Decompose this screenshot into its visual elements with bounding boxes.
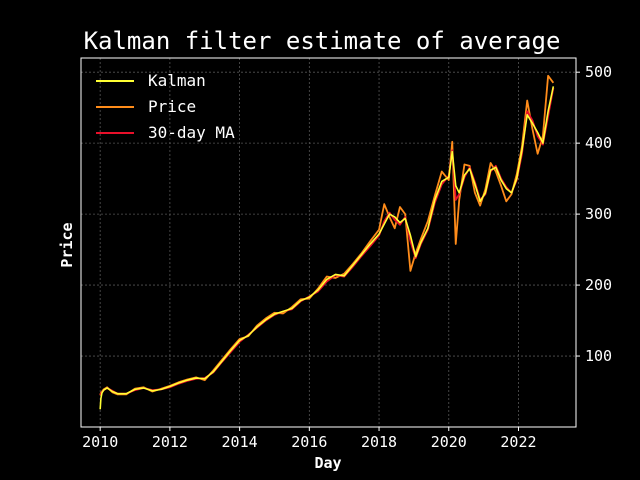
x-tick-label: 2022 (500, 433, 536, 451)
x-tick-label: 2018 (361, 433, 397, 451)
chart-title: Kalman filter estimate of average (84, 27, 561, 55)
x-tick-label: 2014 (222, 433, 258, 451)
plot-frame (80, 57, 577, 428)
legend-label: Price (148, 97, 196, 116)
x-tick-label: 2016 (291, 433, 327, 451)
y-tick-label: 100 (585, 347, 612, 365)
x-axis-label: Day (314, 454, 341, 472)
axis-ticks: 2010 2012 2014 2016 2018 2020 2022 100 200 300 400… (82, 63, 612, 451)
legend: Kalman Price 30-day MA (96, 71, 235, 142)
y-axis-label: Price (58, 222, 76, 267)
y-tick-label: 200 (585, 276, 612, 294)
series-lines (99, 74, 555, 410)
y-tick-label: 500 (585, 63, 612, 81)
x-tick-label: 2020 (431, 433, 467, 451)
y-tick-label: 400 (585, 134, 612, 152)
y-tick-label: 300 (585, 205, 612, 223)
x-tick-label: 2010 (82, 433, 118, 451)
series-line-kalman (99, 86, 555, 410)
grid (81, 58, 576, 427)
legend-label: Kalman (148, 71, 206, 90)
x-tick-label: 2012 (152, 433, 188, 451)
legend-label: 30-day MA (148, 123, 235, 142)
